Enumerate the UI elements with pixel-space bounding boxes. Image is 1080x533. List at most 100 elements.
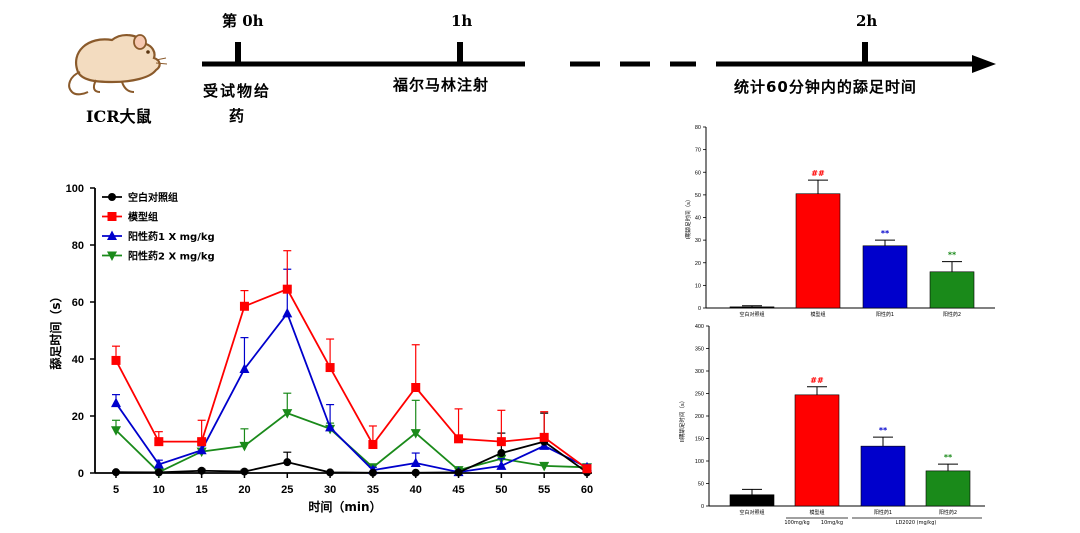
data-point [197,466,206,475]
category-label: 模型组 [810,311,825,318]
x-tick-label: 60 [581,484,593,496]
y-tick-label: 60 [72,297,84,309]
x-tick-label: 25 [281,484,293,496]
x-tick-label: 55 [538,484,550,496]
y-tick-label: 150 [695,437,704,443]
y-tick-label: 100 [66,183,84,195]
data-point [368,440,378,449]
tick-1h [457,42,463,62]
significance-mark: ## [811,169,825,178]
category-label: 空白对照组 [739,509,764,516]
significance-mark: ** [881,229,890,238]
data-point [154,437,164,447]
data-point [111,426,121,436]
y-tick-label: 200 [695,414,704,420]
bar-1 [795,193,841,309]
bar-2 [860,445,906,507]
data-point [239,441,250,452]
y-tick-label: 250 [695,392,704,398]
y-tick-label: 40 [72,354,84,366]
line-chart-y-label: 舔足时间（s） [48,290,63,369]
significance-mark: ## [810,376,824,385]
y-tick-label: 100 [695,459,704,465]
data-point [411,468,420,477]
timeline-arrowhead [972,55,996,73]
data-point [112,468,120,477]
series-pos1 [111,268,592,477]
category-label: 阳性药1 [874,509,892,516]
data-point [111,355,121,365]
phase1-bar-chart: 0 10 20 30 40 50 60 70 80 I期舔足时间（s） 空白对照组 ## 模型组 **… [684,125,995,318]
data-point [539,432,549,442]
x-tick-label: 50 [495,484,507,496]
legend-label: 模型组 [128,211,158,224]
y-tick-label: 70 [695,148,701,154]
y-tick-label: 20 [695,261,701,267]
phase2-bar-chart: 0 50 100 150 200 250 300 350 400 II期舔足时间（s） 空白对照… [678,324,985,526]
category-label: 阳性药1 [876,311,894,318]
significance-mark: ** [879,426,888,435]
x-tick-label: 40 [410,484,422,496]
tick-0h [235,42,241,62]
legend-marker [107,251,117,261]
data-point [282,409,293,419]
bar-0 [729,494,775,507]
data-point [411,383,421,392]
dose-label-1: 100mg/kg [784,520,809,526]
tick-2h [862,42,868,62]
dose-label-3: LD2020 (mg/kg) [896,520,937,526]
data-point [497,449,506,458]
legend-label: 阳性药2 X mg/kg [128,250,215,263]
data-point [454,434,464,444]
series-line-pos2 [115,412,588,474]
y-tick-label: 0 [78,468,84,480]
x-tick-label: 45 [452,484,464,496]
timeline: ICR大鼠 第 0h 1h 2h 受试物给 药 福尔马林注射 统计60分钟内的舔… [68,12,996,126]
series-line-blank [115,440,588,474]
category-label: 阳性药2 [943,311,961,318]
series-blank [112,412,591,477]
x-tick-label: 10 [153,484,165,496]
bar-0 [729,306,775,309]
event-count: 统计60分钟内的舔足时间 [734,78,917,96]
data-point [410,429,421,439]
y-tick-label: 50 [695,193,701,199]
y-tick-label: 30 [695,238,701,244]
y-tick-label: 0 [698,306,701,312]
line-chart-x-label: 时间（min） [308,499,381,514]
data-point [196,444,207,455]
licking-time-line-chart: 0 20 40 60 80 100 5 10 15 20 25 30 35 40 45 50 55 60 舔足时… [48,183,593,514]
series-line-pos1 [115,311,588,474]
y-tick-label: 350 [695,347,704,353]
data-point [240,467,249,476]
y-tick-label: 10 [695,283,701,289]
data-point [582,464,592,474]
significance-mark: ** [948,251,957,260]
x-tick-label: 30 [324,484,336,496]
animal-label: ICR大鼠 [86,107,152,126]
event-dosing-line2: 药 [229,107,244,125]
data-point [283,458,292,467]
x-tick-label: 15 [196,484,208,496]
data-point [454,468,463,477]
x-tick-label: 5 [113,484,119,496]
category-label: 阳性药2 [939,509,957,516]
mark-label-2h: 2h [856,12,877,30]
y-tick-label: 80 [695,125,701,131]
legend-marker [108,193,116,201]
dose-label-2: 10mg/kg [821,520,843,526]
data-point [153,458,164,469]
data-point [111,397,121,408]
bar-3 [929,271,975,309]
bar-2 [862,245,908,309]
legend-label: 空白对照组 [128,191,178,204]
data-point [368,468,377,477]
x-tick-label: 35 [367,484,379,496]
data-point [239,363,250,373]
data-point [539,461,550,472]
data-point [154,468,163,477]
category-label: 模型组 [809,509,824,516]
mark-label-0h: 第 0h [222,12,264,30]
data-point [197,437,207,447]
